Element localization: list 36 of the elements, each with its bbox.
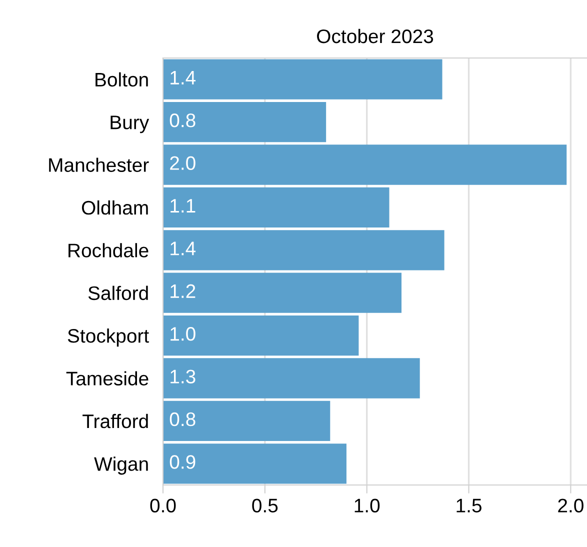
x-tick-label: 0.5 — [252, 498, 278, 512]
y-tick-label: Stockport — [68, 328, 149, 347]
y-tick-label: Trafford — [82, 414, 148, 428]
bar — [163, 444, 346, 484]
data-label: 1.0 — [170, 327, 196, 341]
bar — [163, 272, 402, 313]
data-label: 0.8 — [170, 114, 196, 128]
data-label: 1.4 — [170, 242, 196, 256]
data-label: 0.8 — [170, 412, 196, 426]
data-label: 1.2 — [170, 284, 196, 298]
bar — [163, 230, 444, 270]
y-tick-label: Oldham — [82, 200, 148, 215]
bar — [163, 358, 420, 398]
bar — [163, 102, 326, 142]
bar — [163, 400, 330, 442]
data-label: 1.4 — [170, 71, 196, 84]
y-tick-label: Wigan — [94, 456, 148, 475]
y-tick-label: Manchester — [49, 158, 149, 172]
y-tick-label: Salford — [88, 286, 148, 300]
y-tick-label: Bolton — [96, 72, 148, 87]
y-tick-label: Rochdale — [68, 243, 148, 258]
data-label: 2.0 — [170, 156, 196, 170]
x-tick-label: 2.0 — [558, 498, 584, 512]
x-tick-label: 1.0 — [354, 498, 380, 512]
y-tick-label: Bury — [110, 116, 150, 134]
bar — [163, 144, 567, 185]
bar — [163, 59, 442, 100]
data-label: 0.9 — [170, 455, 196, 469]
data-label: 1.1 — [170, 199, 196, 212]
data-label: 1.3 — [170, 370, 196, 384]
bar — [163, 315, 359, 356]
x-tick-label: 1.5 — [456, 498, 482, 512]
y-tick-label: Tameside — [66, 371, 148, 386]
bar — [163, 187, 390, 228]
x-tick-label: 0.0 — [150, 498, 176, 512]
chart-title: October 2023 — [317, 28, 434, 44]
